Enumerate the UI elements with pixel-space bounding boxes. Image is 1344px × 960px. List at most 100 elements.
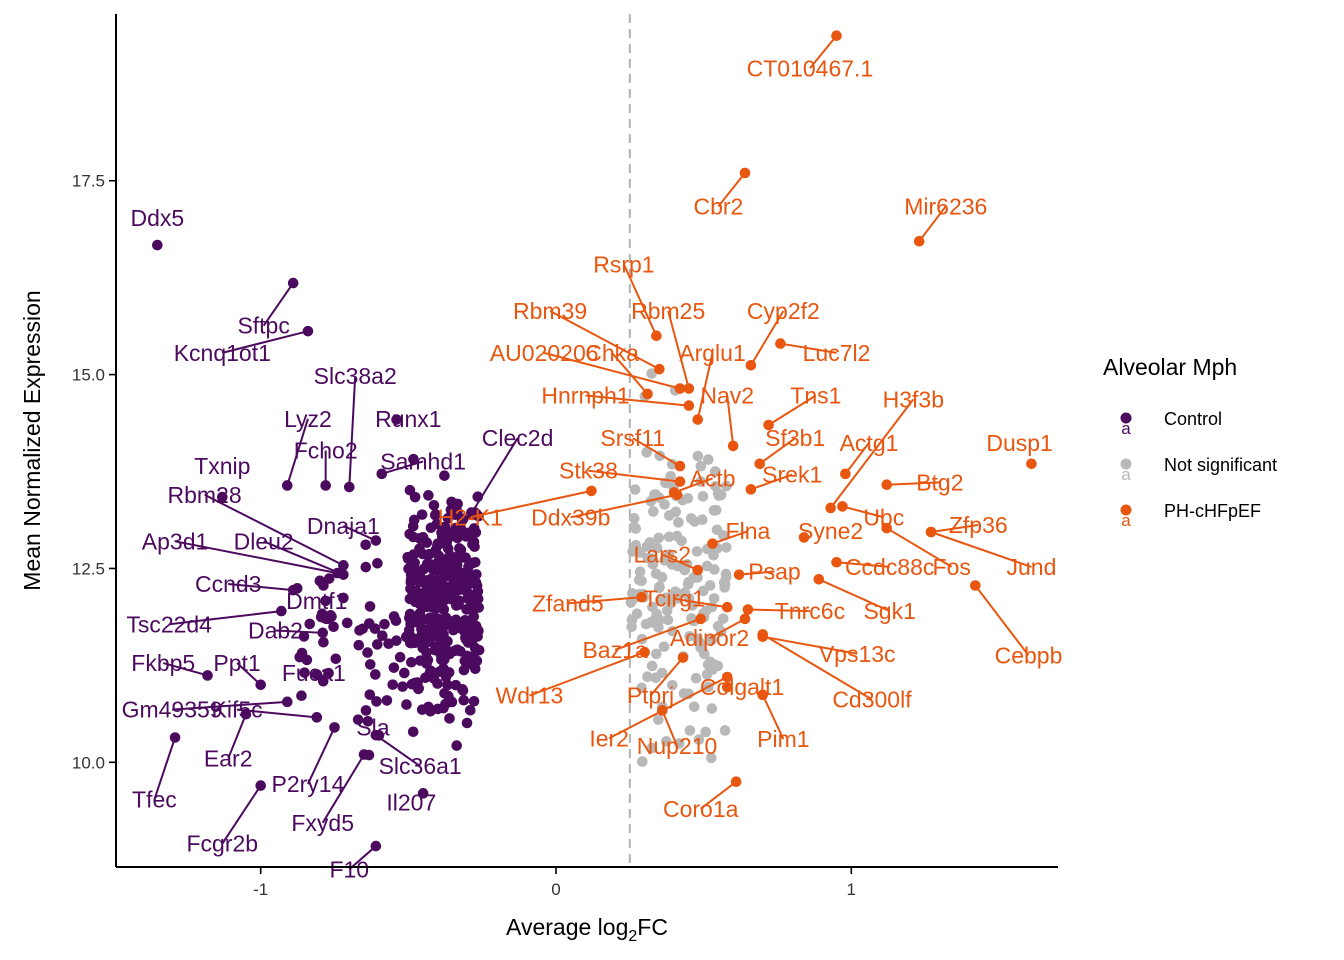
leader-line [172, 700, 288, 711]
gene-label: Baz1a [582, 637, 647, 663]
y-tick-label: 12.5 [72, 559, 105, 578]
gene-label: Vps13c [819, 641, 896, 667]
point-control [318, 636, 329, 648]
point-control [461, 650, 473, 662]
gene-label: Fcho2 [294, 438, 358, 464]
point-not-significant [691, 546, 703, 557]
leader-line [930, 524, 979, 533]
point-control [433, 550, 445, 562]
point-control [432, 678, 443, 689]
point-control [419, 630, 430, 642]
point-control [468, 696, 480, 707]
leader-line [608, 676, 728, 740]
point-lyz2 [281, 480, 293, 491]
point-control [416, 704, 428, 715]
point-control [446, 496, 457, 508]
point-not-significant [661, 735, 672, 747]
point-control [372, 558, 383, 569]
gene-label: Slc36a1 [379, 753, 462, 779]
point-control [314, 575, 326, 587]
leader-line [696, 352, 714, 420]
point-control [420, 588, 431, 600]
leader-line [549, 310, 660, 371]
point-control [461, 604, 472, 615]
point-control [353, 639, 365, 651]
point-not-significant [702, 659, 714, 670]
point-control [471, 655, 483, 667]
point-control [360, 539, 371, 551]
leader-line [153, 737, 177, 800]
gene-label: Zfand5 [532, 590, 604, 616]
point-control [354, 625, 365, 636]
point-control [408, 514, 420, 526]
gene-label: H3f3b [883, 386, 944, 412]
legend-key [1120, 504, 1132, 516]
y-tick-label: 15.0 [72, 366, 105, 385]
point-not-significant [650, 568, 662, 580]
gene-label: Tfec [132, 787, 177, 813]
point-control [464, 704, 476, 716]
gene-label: Rbm39 [513, 298, 587, 324]
gene-label: Sf3b1 [765, 425, 825, 451]
point-control [401, 699, 412, 710]
point-not-significant [709, 466, 721, 477]
gene-label: Tsc22d4 [126, 611, 212, 637]
point-not-significant [650, 612, 662, 624]
gene-label: Slc38a2 [314, 363, 397, 389]
point-rsrp1 [651, 330, 662, 342]
leader-line [381, 460, 424, 475]
gene-label: Tnrc6c [775, 598, 845, 624]
leader-line [738, 570, 775, 576]
point-not-significant [682, 492, 694, 504]
leader-line [673, 477, 713, 494]
point-control [388, 611, 400, 622]
point-control [442, 512, 454, 524]
gene-label: Dnaja1 [307, 513, 380, 539]
point-rbm28 [338, 560, 349, 571]
point-dusp1 [1026, 458, 1037, 470]
point-not-significant [719, 725, 731, 736]
gene-label: Flna [726, 518, 771, 544]
point-fcho2 [320, 480, 331, 491]
point-kcnq1ot1 [302, 325, 314, 337]
leader-line [632, 437, 681, 467]
legend-label: Control [1164, 409, 1222, 429]
point-control [434, 666, 445, 677]
point-not-significant [695, 642, 706, 653]
point-control [364, 601, 376, 612]
point-not-significant [653, 582, 665, 594]
point-control [379, 618, 390, 630]
point-control [416, 509, 428, 520]
leader-line [836, 561, 890, 568]
leader-line [673, 597, 728, 609]
point-not-significant [711, 524, 723, 536]
point-control [328, 621, 339, 633]
leader-line [204, 493, 344, 567]
point-control [399, 667, 410, 679]
point-control [372, 639, 383, 650]
point-control [440, 562, 452, 574]
point-control [450, 614, 462, 626]
point-not-significant [640, 618, 652, 630]
gene-label: Dusp1 [986, 430, 1052, 456]
point-control [431, 540, 443, 552]
point-not-significant [626, 614, 638, 626]
point-not-significant [642, 671, 653, 683]
point-control [425, 705, 436, 717]
point-not-significant [629, 484, 641, 495]
gene-label: Ddx39b [531, 504, 610, 530]
leader-line [585, 394, 689, 407]
gene-label: Actg1 [840, 430, 899, 456]
leader-line [221, 785, 262, 845]
point-control [471, 645, 482, 657]
leader-line [342, 524, 377, 542]
point-not-significant [684, 630, 695, 642]
gene-label: Clec2d [482, 425, 554, 451]
gene-label: Tns1 [790, 383, 841, 409]
leader-line [460, 437, 519, 531]
point-control [403, 563, 414, 575]
leader-line [886, 481, 940, 486]
leader-line [348, 845, 377, 871]
point-not-significant [641, 447, 652, 458]
